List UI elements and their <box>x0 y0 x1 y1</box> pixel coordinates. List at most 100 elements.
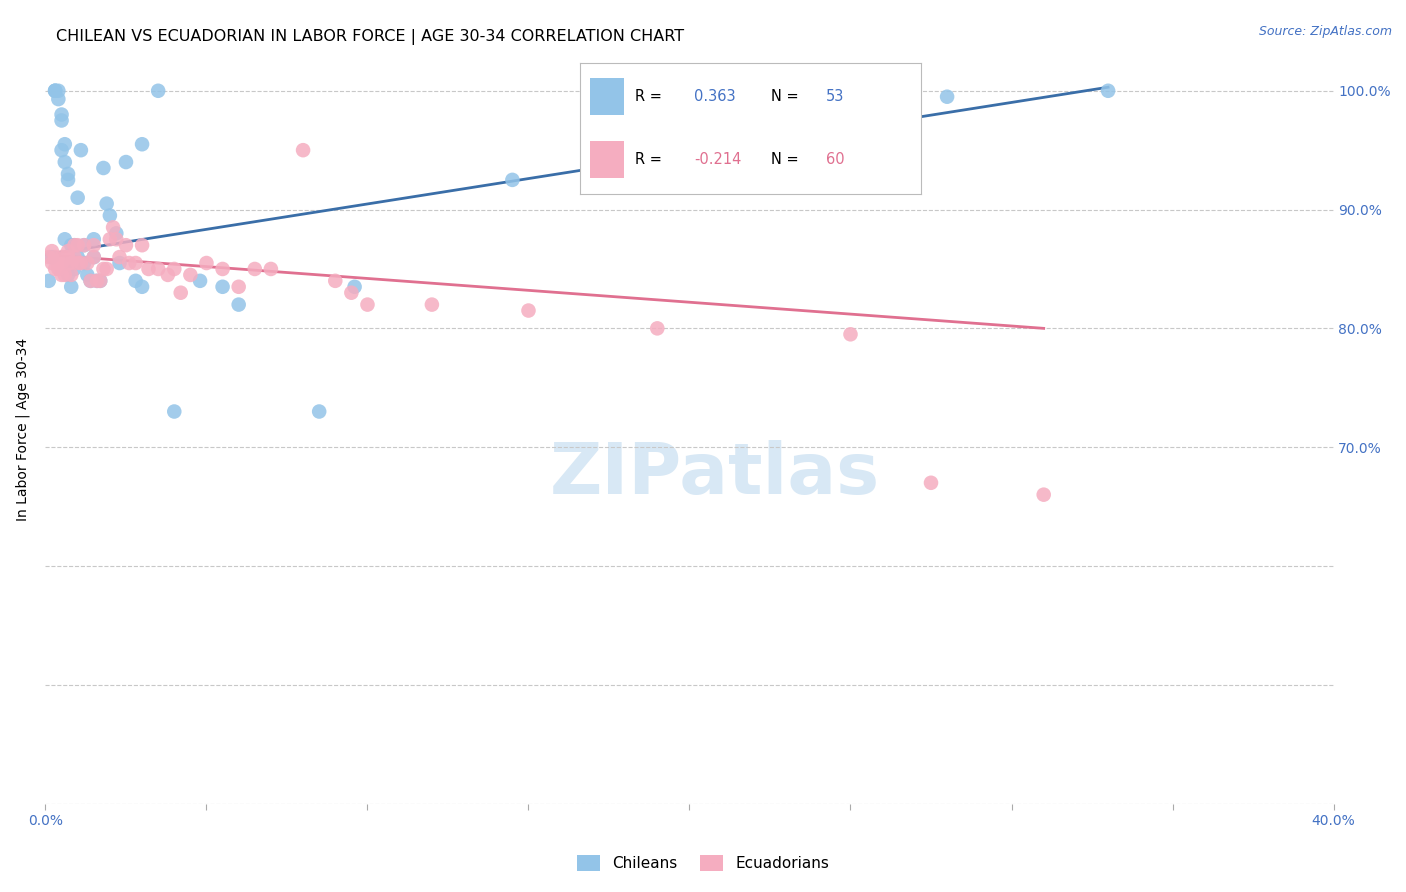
Point <box>51 268 73 282</box>
Point <box>148 84 170 98</box>
Point <box>51 143 73 157</box>
Point <box>792 84 814 98</box>
Point <box>598 155 620 169</box>
Point <box>115 155 138 169</box>
Point <box>60 256 83 270</box>
Point <box>70 143 93 157</box>
Point <box>38 250 60 264</box>
Point <box>70 256 93 270</box>
Point <box>93 262 115 277</box>
Point <box>56 256 79 270</box>
Point <box>53 232 76 246</box>
Point <box>98 232 121 246</box>
Text: CHILEAN VS ECUADORIAN IN LABOR FORCE | AGE 30-34 CORRELATION CHART: CHILEAN VS ECUADORIAN IN LABOR FORCE | A… <box>56 29 685 45</box>
Point <box>51 107 73 121</box>
Point <box>340 285 363 300</box>
Point <box>118 256 141 270</box>
Point <box>131 137 153 152</box>
Point <box>60 280 83 294</box>
Point <box>41 256 63 270</box>
Point <box>89 274 111 288</box>
Point <box>124 274 146 288</box>
Point <box>131 238 153 252</box>
Point <box>420 297 443 311</box>
Point <box>179 268 201 282</box>
Point <box>1097 84 1119 98</box>
Point <box>83 250 105 264</box>
Point <box>53 268 76 282</box>
Point <box>79 274 101 288</box>
Point <box>645 321 668 335</box>
Point <box>48 256 70 270</box>
Point <box>51 113 73 128</box>
Point <box>51 250 73 264</box>
Point <box>195 256 218 270</box>
Point <box>76 256 98 270</box>
Point <box>243 262 266 277</box>
Point <box>131 280 153 294</box>
Legend: Chileans, Ecuadorians: Chileans, Ecuadorians <box>571 849 835 877</box>
Point <box>170 285 193 300</box>
Point <box>56 268 79 282</box>
Point <box>63 250 86 264</box>
Point <box>501 173 523 187</box>
Point <box>53 137 76 152</box>
Point <box>44 84 66 98</box>
Point <box>156 268 179 282</box>
Point <box>108 256 131 270</box>
Point <box>138 262 160 277</box>
Point <box>211 262 233 277</box>
Point <box>56 167 79 181</box>
Point <box>48 84 70 98</box>
Point <box>96 262 118 277</box>
Point <box>148 262 170 277</box>
Point <box>188 274 211 288</box>
Point <box>83 238 105 252</box>
Point <box>63 238 86 252</box>
Point <box>48 262 70 277</box>
Text: ZIPatlas: ZIPatlas <box>550 440 880 508</box>
Point <box>41 244 63 259</box>
Text: Source: ZipAtlas.com: Source: ZipAtlas.com <box>1258 25 1392 38</box>
Point <box>228 280 250 294</box>
Point <box>66 238 89 252</box>
Point <box>41 250 63 264</box>
Point <box>53 250 76 264</box>
Y-axis label: In Labor Force | Age 30-34: In Labor Force | Age 30-34 <box>15 338 30 521</box>
Point <box>66 256 89 270</box>
Point <box>920 475 942 490</box>
Point <box>56 244 79 259</box>
Point <box>44 84 66 98</box>
Point <box>101 220 124 235</box>
Point <box>115 238 138 252</box>
Point <box>76 268 98 282</box>
Point <box>228 297 250 311</box>
Point <box>53 155 76 169</box>
Point <box>38 274 60 288</box>
Point <box>56 173 79 187</box>
Point <box>936 89 959 103</box>
Point <box>323 274 346 288</box>
Point <box>260 262 283 277</box>
Point <box>124 256 146 270</box>
Point <box>73 238 96 252</box>
Point <box>44 262 66 277</box>
Point <box>108 250 131 264</box>
Point <box>211 280 233 294</box>
Point <box>63 238 86 252</box>
Point <box>48 92 70 106</box>
Point <box>86 274 108 288</box>
Point <box>1032 488 1054 502</box>
Point <box>86 274 108 288</box>
Point <box>163 262 186 277</box>
Point <box>66 250 89 264</box>
Point <box>60 256 83 270</box>
Point <box>93 161 115 175</box>
Point <box>56 250 79 264</box>
Point <box>308 404 330 418</box>
Point <box>89 274 111 288</box>
Point <box>51 256 73 270</box>
Point <box>356 297 378 311</box>
Point <box>105 232 128 246</box>
Point <box>105 227 128 241</box>
